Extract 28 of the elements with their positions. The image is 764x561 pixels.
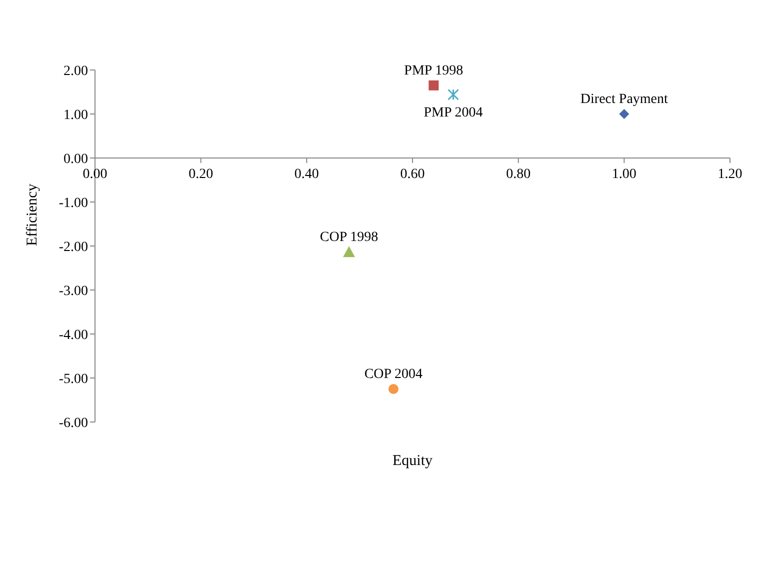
y-tick-label: 2.00 — [64, 64, 88, 79]
y-tick-label: 1.00 — [64, 108, 88, 123]
x-tick-label: 0.40 — [294, 167, 319, 182]
y-tick-label: -6.00 — [58, 416, 88, 431]
point — [343, 246, 355, 258]
x-tick-label: 0.00 — [82, 167, 108, 182]
x-tick-label: 0.60 — [400, 167, 425, 182]
point — [428, 80, 439, 90]
x-tick-label: 0.20 — [188, 167, 214, 182]
point — [388, 384, 398, 394]
y-axis-title: Efficiency — [24, 183, 40, 246]
x-tick-label: 1.20 — [718, 167, 742, 182]
x-tick-label: 0.80 — [506, 167, 531, 182]
series-label: COP 1998 — [320, 230, 378, 246]
series-label: PMP 2004 — [424, 106, 483, 121]
point — [619, 109, 630, 119]
x-tick-label: 1.00 — [612, 167, 636, 182]
series-label: Direct Payment — [580, 92, 668, 107]
series-label: PMP 1998 — [404, 63, 464, 78]
series-label: COP 2004 — [364, 367, 423, 382]
y-tick-label: -4.00 — [58, 328, 88, 343]
y-tick-label: -3.00 — [58, 284, 88, 299]
x-axis-title: Equity — [392, 453, 433, 469]
y-tick-label: -1.00 — [58, 196, 88, 211]
y-tick-label: 0.00 — [64, 152, 88, 167]
y-tick-label: -2.00 — [58, 240, 88, 255]
y-tick-label: -5.00 — [58, 372, 88, 387]
point — [447, 88, 459, 100]
